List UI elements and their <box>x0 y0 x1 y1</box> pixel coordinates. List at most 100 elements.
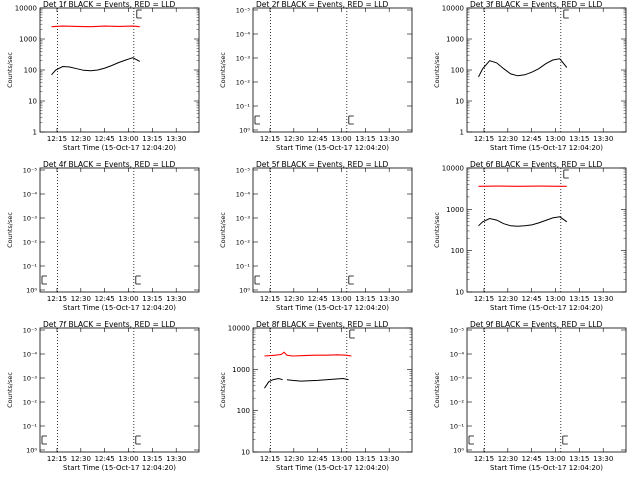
y-axis-label: Counts/sec <box>219 52 227 88</box>
plot-frame <box>467 328 626 452</box>
y-tick-label: 10 <box>455 289 464 297</box>
y-tick-label: 10 <box>455 98 464 106</box>
y-tick-label: 10⁻³ <box>450 375 465 383</box>
y-tick-label: 100 <box>451 247 464 255</box>
y-tick-label: 10⁻¹ <box>23 263 38 271</box>
event-marker <box>564 170 569 178</box>
x-tick-label: 12:15 <box>474 295 494 303</box>
y-axis-label: Counts/sec <box>219 372 227 408</box>
y-tick-label: 10⁻³ <box>236 215 251 223</box>
events-series-line <box>479 217 567 226</box>
x-tick-label: 12:15 <box>47 455 67 463</box>
y-tick-label: 10⁻⁴ <box>23 351 38 359</box>
y-tick-label: 1 <box>33 129 37 137</box>
x-tick-label: 13:15 <box>142 455 162 463</box>
y-axis-label: Counts/sec <box>433 212 441 248</box>
y-tick-label: 10⁻² <box>23 399 38 407</box>
x-tick-label: 12:45 <box>95 455 115 463</box>
x-axis-label: Start Time (15-Oct-17 12:04:20) <box>490 304 603 312</box>
x-tick-label: 12:15 <box>260 455 280 463</box>
event-marker <box>564 10 569 18</box>
x-tick-label: 13:15 <box>355 295 375 303</box>
y-tick-label: 10⁻¹ <box>23 423 38 431</box>
x-tick-label: 12:30 <box>284 295 304 303</box>
x-tick-label: 12:30 <box>284 455 304 463</box>
x-tick-label: 12:30 <box>284 135 304 143</box>
x-tick-label: 13:30 <box>379 455 399 463</box>
y-tick-label: 100 <box>24 67 37 75</box>
y-tick-label: 10⁻² <box>236 79 251 87</box>
y-axis-label: Counts/sec <box>219 212 227 248</box>
lld-series-line <box>265 352 352 356</box>
x-tick-label: 12:15 <box>474 455 494 463</box>
x-axis-label: Start Time (15-Oct-17 12:04:20) <box>490 144 603 152</box>
event-marker <box>137 10 142 18</box>
plot-frame <box>253 168 412 292</box>
x-axis-label: Start Time (15-Oct-17 12:04:20) <box>276 304 389 312</box>
x-tick-label: 12:15 <box>474 135 494 143</box>
x-tick-label: 13:30 <box>379 135 399 143</box>
y-axis-label: Counts/sec <box>433 372 441 408</box>
y-tick-label: 10⁻⁵ <box>23 327 38 335</box>
event-marker <box>255 116 260 124</box>
y-tick-label: 10⁻³ <box>23 215 38 223</box>
y-tick-label: 10⁰ <box>26 447 37 455</box>
y-tick-label: 1000 <box>232 366 250 374</box>
y-axis-label: Counts/sec <box>6 372 14 408</box>
x-axis-label: Start Time (15-Oct-17 12:04:20) <box>63 304 176 312</box>
x-tick-label: 12:30 <box>71 455 91 463</box>
x-tick-label: 13:00 <box>545 455 565 463</box>
x-axis-label: Start Time (15-Oct-17 12:04:20) <box>490 464 603 472</box>
x-tick-label: 13:00 <box>331 135 351 143</box>
x-tick-label: 13:00 <box>545 295 565 303</box>
y-tick-label: 10000 <box>442 5 464 13</box>
x-tick-label: 12:45 <box>308 295 328 303</box>
y-tick-label: 10⁻¹ <box>236 103 251 111</box>
y-tick-label: 1000 <box>446 36 464 44</box>
x-axis-label: Start Time (15-Oct-17 12:04:20) <box>276 464 389 472</box>
x-tick-label: 13:15 <box>569 455 589 463</box>
y-tick-label: 1 <box>460 129 464 137</box>
x-tick-label: 13:30 <box>166 295 186 303</box>
x-tick-label: 13:15 <box>142 135 162 143</box>
x-tick-label: 13:00 <box>118 455 138 463</box>
y-tick-label: 100 <box>237 407 250 415</box>
y-tick-label: 10⁻³ <box>236 55 251 63</box>
event-marker <box>42 436 47 444</box>
y-axis-label: Counts/sec <box>6 212 14 248</box>
x-tick-label: 13:30 <box>166 135 186 143</box>
y-tick-label: 10⁻⁴ <box>23 191 38 199</box>
x-tick-label: 12:45 <box>95 295 115 303</box>
x-tick-label: 13:15 <box>569 135 589 143</box>
y-tick-label: 10⁻⁵ <box>23 167 38 175</box>
plot-frame <box>40 328 199 452</box>
x-tick-label: 13:00 <box>331 295 351 303</box>
plot-frame <box>253 328 412 452</box>
x-tick-label: 13:00 <box>118 295 138 303</box>
x-tick-label: 13:30 <box>593 455 613 463</box>
y-tick-label: 10⁻² <box>236 239 251 247</box>
x-tick-label: 13:30 <box>166 455 186 463</box>
y-tick-label: 10⁰ <box>453 447 464 455</box>
y-tick-label: 10⁰ <box>239 287 250 295</box>
y-tick-label: 10⁻⁴ <box>236 31 251 39</box>
x-tick-label: 12:15 <box>260 295 280 303</box>
y-tick-label: 100 <box>451 67 464 75</box>
x-tick-label: 13:30 <box>379 295 399 303</box>
y-tick-label: 1000 <box>19 36 37 44</box>
x-tick-label: 12:30 <box>71 295 91 303</box>
x-tick-label: 12:45 <box>308 455 328 463</box>
y-tick-label: 10⁻¹ <box>236 263 251 271</box>
y-axis-label: Counts/sec <box>6 52 14 88</box>
y-tick-label: 10⁻² <box>23 239 38 247</box>
y-tick-label: 10⁻³ <box>23 375 38 383</box>
